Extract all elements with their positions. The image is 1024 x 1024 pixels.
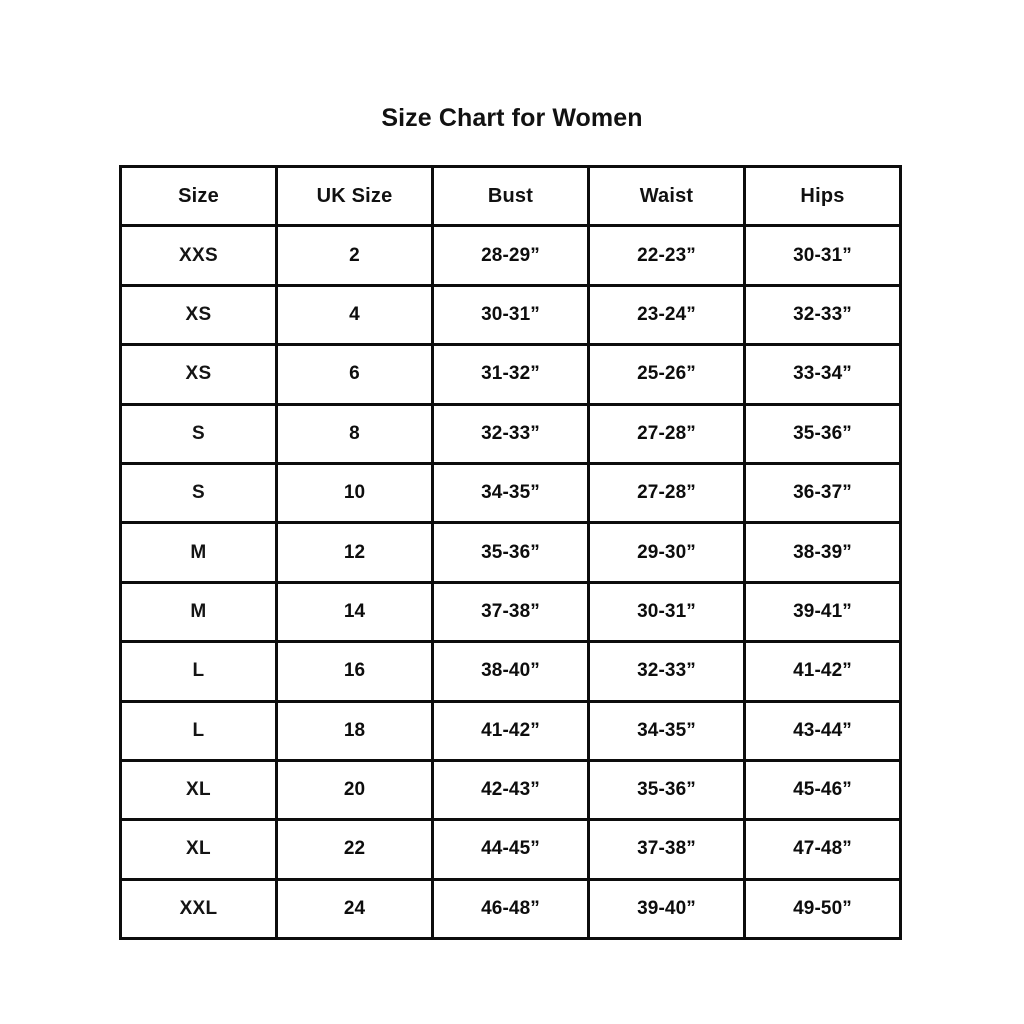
cell-hips: 49-50” — [744, 879, 901, 939]
table-header: Size UK Size Bust Waist Hips — [120, 166, 901, 228]
size-chart-container: Size UK Size Bust Waist Hips XXS 2 28-29… — [119, 165, 902, 941]
cell-waist: 32-33” — [588, 641, 746, 703]
cell-bust: 37-38” — [432, 582, 590, 644]
cell-size: M — [120, 522, 278, 584]
size-chart-table: Size UK Size Bust Waist Hips XXS 2 28-29… — [119, 165, 902, 941]
cell-size: L — [120, 701, 278, 762]
cell-uk-size: 4 — [276, 285, 434, 347]
column-header-waist: Waist — [588, 166, 746, 228]
cell-bust: 38-40” — [432, 641, 590, 703]
cell-bust: 41-42” — [432, 701, 590, 762]
cell-hips: 35-36” — [744, 404, 901, 465]
cell-size: S — [120, 404, 278, 465]
cell-uk-size: 12 — [276, 522, 434, 584]
cell-waist: 27-28” — [588, 404, 746, 465]
cell-bust: 35-36” — [432, 522, 590, 584]
cell-bust: 28-29” — [432, 225, 590, 287]
table-row: XXL 24 46-48” 39-40” 49-50” — [120, 879, 901, 939]
cell-uk-size: 2 — [276, 225, 434, 287]
cell-hips: 38-39” — [744, 522, 901, 584]
table-row: S 10 34-35” 27-28” 36-37” — [120, 463, 901, 525]
cell-size: XL — [120, 760, 278, 822]
cell-bust: 46-48” — [432, 879, 590, 939]
cell-bust: 32-33” — [432, 404, 590, 465]
cell-uk-size: 22 — [276, 819, 434, 881]
column-header-uk-size: UK Size — [276, 166, 434, 228]
cell-bust: 34-35” — [432, 463, 590, 525]
cell-waist: 34-35” — [588, 701, 746, 762]
column-header-hips: Hips — [744, 166, 901, 228]
cell-size: L — [120, 641, 278, 703]
cell-waist: 37-38” — [588, 819, 746, 881]
cell-uk-size: 24 — [276, 879, 434, 939]
cell-size: XS — [120, 344, 278, 406]
cell-bust: 30-31” — [432, 285, 590, 347]
table-row: S 8 32-33” 27-28” 35-36” — [120, 404, 901, 465]
cell-waist: 35-36” — [588, 760, 746, 822]
table-header-row: Size UK Size Bust Waist Hips — [120, 166, 901, 228]
cell-uk-size: 8 — [276, 404, 434, 465]
cell-size: M — [120, 582, 278, 644]
cell-uk-size: 6 — [276, 344, 434, 406]
cell-waist: 30-31” — [588, 582, 746, 644]
cell-size: XL — [120, 819, 278, 881]
table-row: XS 4 30-31” 23-24” 32-33” — [120, 285, 901, 347]
cell-hips: 43-44” — [744, 701, 901, 762]
cell-uk-size: 18 — [276, 701, 434, 762]
column-header-size: Size — [120, 166, 278, 228]
cell-uk-size: 16 — [276, 641, 434, 703]
cell-waist: 27-28” — [588, 463, 746, 525]
table-row: L 16 38-40” 32-33” 41-42” — [120, 641, 901, 703]
cell-hips: 33-34” — [744, 344, 901, 406]
table-row: XL 20 42-43” 35-36” 45-46” — [120, 760, 901, 822]
cell-hips: 30-31” — [744, 225, 901, 287]
table-body: XXS 2 28-29” 22-23” 30-31” XS 4 30-31” 2… — [120, 225, 901, 939]
table-row: M 12 35-36” 29-30” 38-39” — [120, 522, 901, 584]
cell-hips: 32-33” — [744, 285, 901, 347]
cell-size: XS — [120, 285, 278, 347]
table-row: M 14 37-38” 30-31” 39-41” — [120, 582, 901, 644]
cell-hips: 45-46” — [744, 760, 901, 822]
cell-size: S — [120, 463, 278, 525]
cell-bust: 44-45” — [432, 819, 590, 881]
cell-waist: 25-26” — [588, 344, 746, 406]
cell-hips: 36-37” — [744, 463, 901, 525]
cell-waist: 29-30” — [588, 522, 746, 584]
cell-waist: 22-23” — [588, 225, 746, 287]
cell-hips: 39-41” — [744, 582, 901, 644]
cell-hips: 47-48” — [744, 819, 901, 881]
cell-uk-size: 14 — [276, 582, 434, 644]
cell-size: XXS — [120, 225, 278, 287]
cell-size: XXL — [120, 879, 278, 939]
cell-hips: 41-42” — [744, 641, 901, 703]
cell-bust: 31-32” — [432, 344, 590, 406]
table-row: XXS 2 28-29” 22-23” 30-31” — [120, 225, 901, 287]
cell-waist: 39-40” — [588, 879, 746, 939]
cell-bust: 42-43” — [432, 760, 590, 822]
cell-uk-size: 20 — [276, 760, 434, 822]
table-row: XS 6 31-32” 25-26” 33-34” — [120, 344, 901, 406]
table-row: XL 22 44-45” 37-38” 47-48” — [120, 819, 901, 881]
cell-uk-size: 10 — [276, 463, 434, 525]
cell-waist: 23-24” — [588, 285, 746, 347]
table-row: L 18 41-42” 34-35” 43-44” — [120, 701, 901, 762]
page-title: Size Chart for Women — [381, 104, 643, 132]
column-header-bust: Bust — [432, 166, 590, 228]
